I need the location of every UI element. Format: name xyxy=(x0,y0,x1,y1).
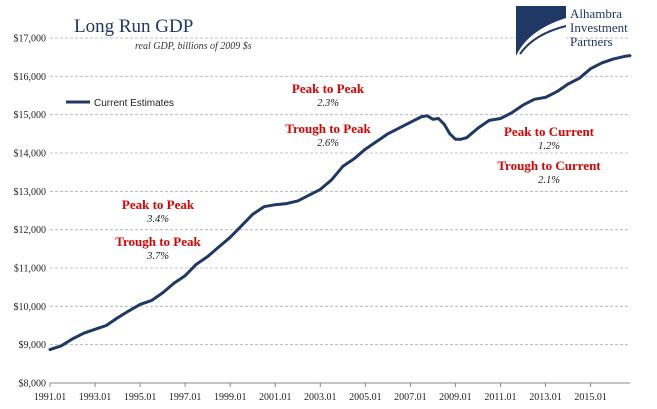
y-tick-label: $14,000 xyxy=(14,149,47,160)
x-tick-label: 2011.01 xyxy=(484,392,516,403)
chart-subtitle: real GDP, billions of 2009 $s xyxy=(135,41,252,52)
x-tick-label: 2013.01 xyxy=(529,392,562,403)
grid-lines xyxy=(50,37,630,346)
y-tick-label: $17,000 xyxy=(14,34,47,45)
legend-label: Current Estimates xyxy=(94,98,174,109)
y-tick-label: $15,000 xyxy=(14,110,47,121)
y-tick-label: $11,000 xyxy=(14,264,46,275)
annotation-value: 2.1% xyxy=(538,175,560,186)
annotation-value: 2.6% xyxy=(317,138,339,149)
x-tick-label: 1995.01 xyxy=(124,392,157,403)
y-tick-label: $8,000 xyxy=(19,379,47,390)
annotation-label: Trough to Peak xyxy=(115,234,201,249)
annotation-label: Trough to Peak xyxy=(285,121,371,136)
annotation-label: Peak to Peak xyxy=(292,81,365,96)
x-tick-label: 1999.01 xyxy=(214,392,247,403)
annotation-value: 2.3% xyxy=(317,98,339,109)
x-tick-label: 2009.01 xyxy=(439,392,472,403)
y-tick-label: $16,000 xyxy=(14,72,47,83)
logo-line-1: Alhambra xyxy=(570,6,622,21)
y-tick-label: $10,000 xyxy=(14,302,47,313)
x-tick-label: 2015.01 xyxy=(574,392,607,403)
annotation-label: Peak to Current xyxy=(504,124,595,139)
series-line-current-estimates xyxy=(48,54,632,352)
y-axis-ticks: $8,000 $9,000 $10,000 $11,000 $12,000 $13,000… xyxy=(14,34,47,390)
series-group xyxy=(48,54,632,352)
annotation-value: 3.7% xyxy=(146,251,169,262)
x-axis-ticks: 1991.01 1993.01 1995.01 1997.01 1999.01 2001.… xyxy=(34,383,607,403)
logo-line-3: Partners xyxy=(570,34,613,49)
x-tick-label: 2003.01 xyxy=(304,392,337,403)
x-tick-label: 1991.01 xyxy=(34,392,67,403)
y-tick-label: $9,000 xyxy=(19,340,47,351)
chart-title: Long Run GDP xyxy=(74,16,193,37)
logo-mark-icon xyxy=(516,6,567,56)
annotation-value: 3.4% xyxy=(146,214,169,225)
legend: Current Estimates xyxy=(66,98,174,109)
logo-line-2: Investment xyxy=(570,20,628,35)
x-tick-label: 1997.01 xyxy=(169,392,202,403)
x-tick-label: 1993.01 xyxy=(79,392,112,403)
annotation-label: Trough to Current xyxy=(497,158,601,173)
annotations: Peak to Peak 2.3% Trough to Peak 2.6% Pe… xyxy=(115,81,601,262)
x-tick-label: 2007.01 xyxy=(394,392,427,403)
annotation-value: 1.2% xyxy=(538,141,560,152)
x-tick-label: 2005.01 xyxy=(349,392,382,403)
company-logo: Alhambra Investment Partners xyxy=(516,6,628,56)
y-tick-label: $13,000 xyxy=(14,187,47,198)
annotation-label: Peak to Peak xyxy=(122,197,195,212)
x-tick-label: 2001.01 xyxy=(259,392,292,403)
y-tick-label: $12,000 xyxy=(14,225,47,236)
